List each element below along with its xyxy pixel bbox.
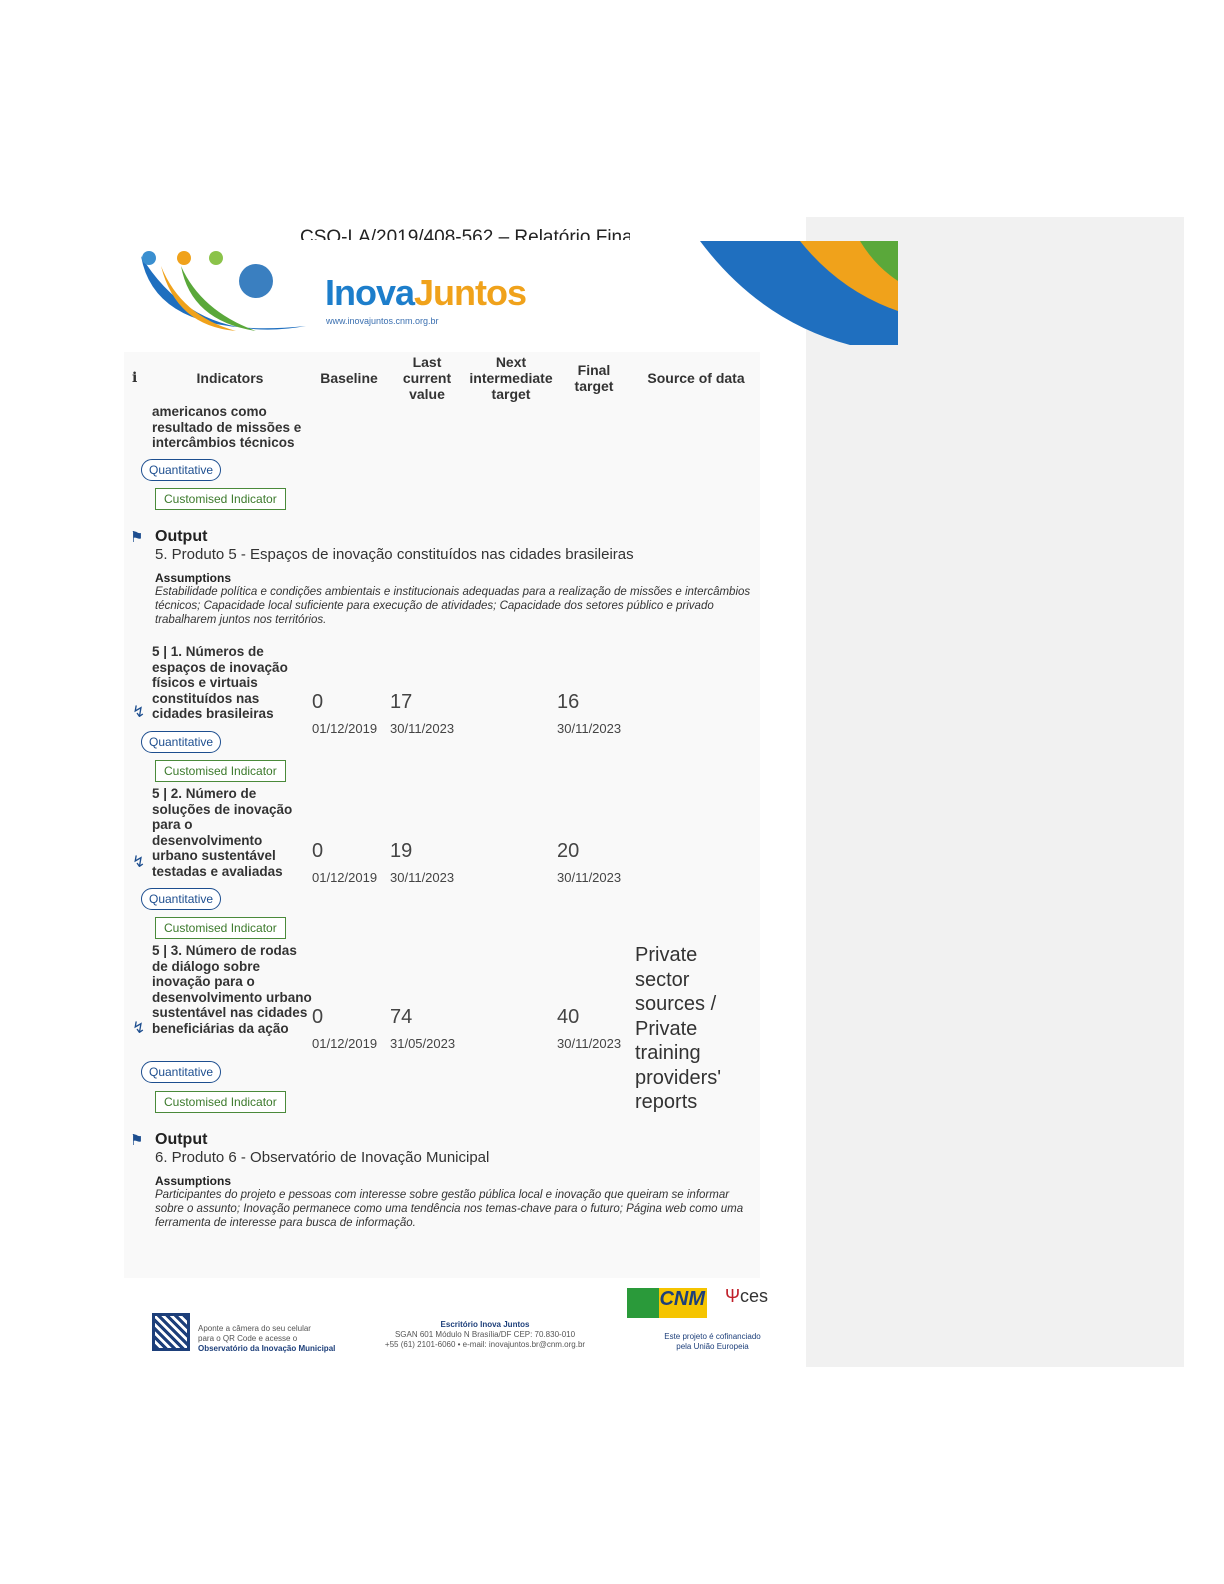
type-badge: Quantitative: [141, 731, 222, 753]
source-of-data: Private sector sources / Private trainin…: [635, 944, 722, 1113]
type-badge: Quantitative: [141, 888, 222, 910]
current-value: 19: [390, 840, 413, 862]
final-target-date: 30/11/2023: [557, 870, 622, 885]
assumptions-label: Assumptions: [155, 571, 232, 585]
current-date: 30/11/2023: [390, 721, 455, 736]
info-icon: i: [132, 370, 138, 386]
assumptions-label: Assumptions: [155, 1174, 232, 1188]
customised-indicator-tag: Customised Indicator: [155, 917, 286, 939]
baseline-date: 01/12/2019: [312, 1036, 378, 1051]
col-source-of-data: Source of data: [647, 370, 745, 386]
baseline-value: 0: [312, 691, 324, 713]
assumptions-text: Estabilidade política e condições ambien…: [155, 586, 751, 626]
flag-icon: ⚑: [130, 1132, 144, 1149]
indicator-name: 5 | 1. Números de espaços de inovação fí…: [152, 644, 288, 722]
cnm-logo: CNM: [627, 1288, 707, 1318]
header-swoosh-graphic: [700, 241, 898, 345]
final-target-value: 16: [557, 691, 580, 713]
col-final-target: Final target: [574, 362, 614, 394]
col-last-current-value: Last current value: [402, 354, 452, 402]
inovajuntos-logo-icon: [136, 246, 311, 351]
indicator-name: 5 | 2. Número de soluções de inovação pa…: [152, 786, 293, 879]
final-target-value: 40: [557, 1006, 580, 1028]
current-value: 17: [390, 691, 413, 713]
brand-url: www.inovajuntos.cnm.org.br: [326, 316, 439, 326]
type-badge: Quantitative: [141, 1061, 222, 1083]
output-label: Output: [155, 528, 208, 545]
flag-icon: ⚑: [130, 529, 144, 546]
bolt-icon: ↯: [132, 1020, 146, 1037]
baseline-date: 01/12/2019: [312, 721, 378, 736]
customised-indicator-tag: Customised Indicator: [155, 1091, 286, 1113]
customised-indicator-tag: Customised Indicator: [155, 488, 286, 510]
final-target-value: 20: [557, 840, 580, 862]
current-value: 74: [390, 1006, 413, 1028]
final-target-date: 30/11/2023: [557, 721, 622, 736]
cofinancing-note: Este projeto é cofinanciado pela União E…: [664, 1332, 761, 1351]
output-title: 6. Produto 6 - Observatório de Inovação …: [155, 1149, 490, 1166]
baseline-value: 0: [312, 1006, 324, 1028]
col-next-intermediate-target: Next intermediate target: [469, 354, 553, 402]
type-badge: Quantitative: [141, 459, 222, 481]
side-panel: [806, 217, 1184, 1367]
output-label: Output: [155, 1131, 208, 1148]
qr-caption: Aponte a câmera do seu celular para o QR…: [198, 1324, 336, 1353]
bolt-icon: ↯: [132, 854, 146, 871]
col-baseline: Baseline: [320, 370, 378, 386]
office-info: Escritório Inova Juntos SGAN 601 Módulo …: [384, 1320, 586, 1349]
output-title: 5. Produto 5 - Espaços de inovação const…: [155, 546, 634, 563]
baseline-value: 0: [312, 840, 324, 862]
customised-indicator-tag: Customised Indicator: [155, 760, 286, 782]
current-date: 31/05/2023: [390, 1036, 456, 1051]
brand-name: InovaJuntos: [325, 272, 527, 313]
current-date: 30/11/2023: [390, 870, 455, 885]
indicator-name: americanos como resultado de missões e i…: [152, 404, 302, 451]
col-indicators: Indicators: [196, 370, 264, 386]
indicator-name: 5 | 3. Número de rodas de diálogo sobre …: [152, 943, 312, 1036]
final-target-date: 30/11/2023: [557, 1036, 622, 1051]
ces-logo: Ψces: [725, 1286, 769, 1306]
bolt-icon: ↯: [132, 704, 146, 721]
document-reference: CSO-LA/2019/408-562 – Relatório Final: [300, 227, 630, 240]
baseline-date: 01/12/2019: [312, 870, 378, 885]
assumptions-text: Participantes do projeto e pessoas com i…: [155, 1189, 744, 1229]
qr-code-icon: [152, 1313, 190, 1351]
